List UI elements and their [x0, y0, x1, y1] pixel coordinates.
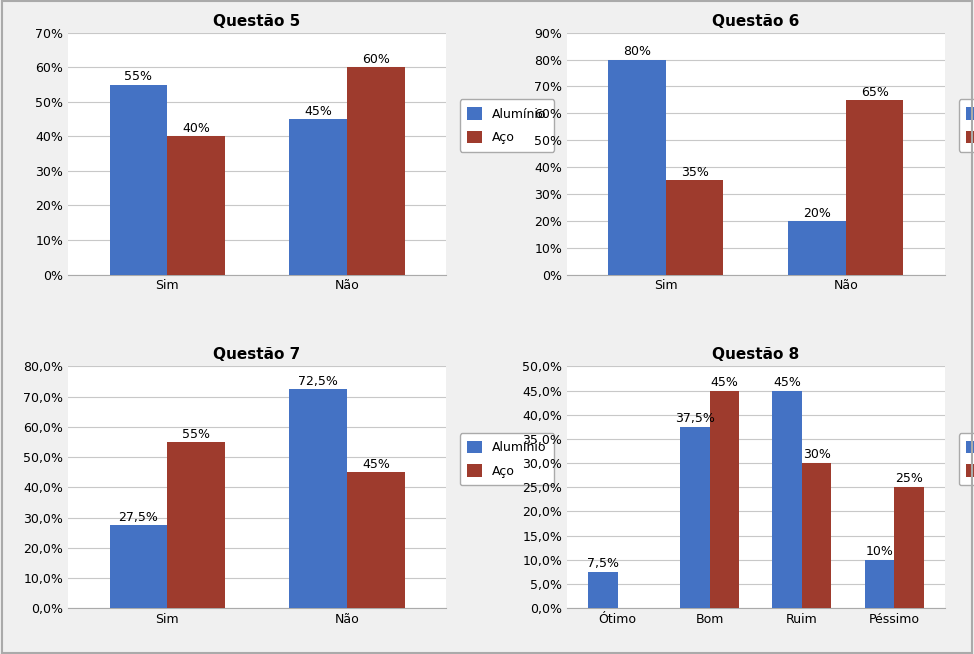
Text: 25%: 25%	[895, 472, 922, 485]
Text: 45%: 45%	[304, 105, 332, 118]
Title: Questão 5: Questão 5	[213, 14, 301, 29]
Text: 80%: 80%	[623, 46, 651, 58]
Bar	[845, 100, 904, 275]
Text: 55%: 55%	[182, 428, 210, 441]
Text: 65%: 65%	[861, 86, 888, 99]
Text: 10%: 10%	[866, 545, 893, 558]
Bar	[168, 442, 225, 608]
Bar	[802, 463, 832, 608]
Text: 30%: 30%	[803, 448, 831, 461]
Text: 40%: 40%	[182, 122, 209, 135]
Bar	[865, 560, 894, 608]
Text: 55%: 55%	[125, 70, 152, 83]
Text: 45%: 45%	[711, 375, 738, 388]
Title: Questão 8: Questão 8	[712, 347, 800, 362]
Bar	[666, 181, 724, 275]
Bar	[894, 487, 923, 608]
Legend: Alumínio, Aço: Alumínio, Aço	[460, 433, 554, 485]
Text: 27,5%: 27,5%	[119, 511, 159, 524]
Text: 7,5%: 7,5%	[587, 557, 618, 570]
Bar	[289, 119, 347, 275]
Bar	[609, 60, 666, 275]
Text: 20%: 20%	[804, 207, 831, 220]
Legend: Alumínio, Aço: Alumínio, Aço	[958, 433, 974, 485]
Bar	[347, 67, 404, 275]
Bar	[109, 84, 168, 275]
Bar	[347, 472, 404, 608]
Title: Questão 7: Questão 7	[213, 347, 301, 362]
Bar	[680, 427, 710, 608]
Bar	[788, 221, 845, 275]
Text: 45%: 45%	[773, 375, 802, 388]
Legend: Alumínio, Aço: Alumínio, Aço	[958, 99, 974, 152]
Title: Questão 6: Questão 6	[712, 14, 800, 29]
Bar	[289, 389, 347, 608]
Legend: Alumínio, Aço: Alumínio, Aço	[460, 99, 554, 152]
Text: 35%: 35%	[681, 166, 709, 179]
Text: 72,5%: 72,5%	[298, 375, 338, 388]
Bar	[168, 136, 225, 275]
Text: 60%: 60%	[362, 53, 390, 66]
Bar	[588, 572, 618, 608]
Text: 37,5%: 37,5%	[675, 412, 715, 425]
Text: 45%: 45%	[362, 458, 390, 471]
Bar	[109, 525, 168, 608]
Bar	[710, 390, 739, 608]
Bar	[772, 390, 802, 608]
